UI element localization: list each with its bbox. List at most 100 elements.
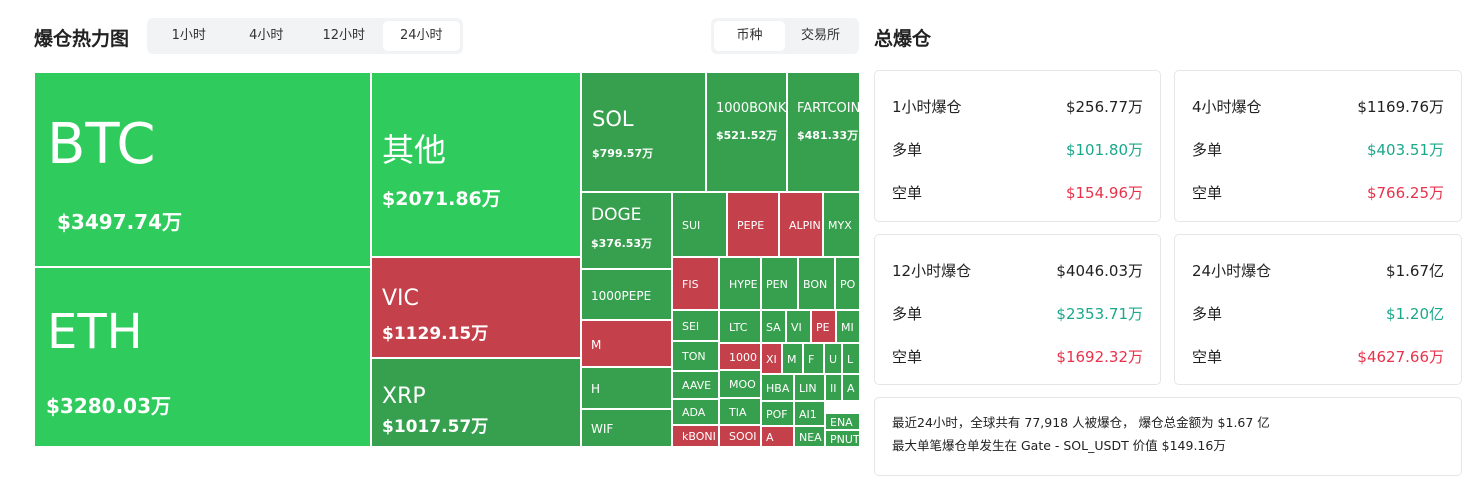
treemap-tile[interactable]: PEPE: [727, 192, 779, 257]
tile-label: FARTCOIN: [797, 101, 860, 116]
summary-row: 多单 $1.20亿: [1192, 303, 1444, 324]
treemap-tile[interactable]: TIA: [719, 398, 761, 425]
treemap-tile[interactable]: WIF: [581, 409, 672, 447]
treemap-tile[interactable]: MI: [836, 310, 860, 343]
treemap-tile[interactable]: XRP $1017.57万: [371, 358, 581, 447]
tile-value: $2071.86万: [382, 188, 501, 210]
treemap-tile[interactable]: HYPE: [719, 257, 761, 310]
tile-label: SA: [766, 320, 781, 334]
treemap-tile[interactable]: VI: [786, 310, 811, 343]
time-tab[interactable]: 12小时: [322, 28, 366, 43]
treemap-tile[interactable]: ETH $3280.03万: [34, 267, 371, 447]
tile-label: FIS: [682, 277, 699, 291]
treemap-tile[interactable]: 其他 $2071.86万: [371, 72, 581, 257]
row-value: $403.51万: [1366, 141, 1444, 159]
toggle-option[interactable]: 交易所: [800, 28, 840, 43]
treemap-tile[interactable]: F: [803, 343, 824, 374]
tile-label: BON: [803, 277, 828, 291]
treemap-tile[interactable]: PNUT: [825, 430, 860, 447]
treemap-tile[interactable]: ADA: [672, 399, 719, 425]
treemap-tile[interactable]: TON: [672, 341, 719, 371]
toggle-option[interactable]: 币种: [714, 21, 785, 51]
treemap-tile[interactable]: LIN: [794, 374, 825, 401]
row-label: 多单: [1192, 141, 1223, 159]
tile-label: ADA: [682, 406, 706, 419]
summary-row: 4小时爆仓 $1169.76万: [1192, 96, 1444, 117]
treemap-tile[interactable]: PE: [811, 310, 836, 343]
treemap-tile[interactable]: ALPIN: [779, 192, 823, 257]
tile-label: POF: [766, 407, 788, 421]
treemap-tile[interactable]: 1000PEPE: [581, 269, 672, 320]
treemap-tile[interactable]: L: [842, 343, 860, 374]
treemap-tile[interactable]: PEN: [761, 257, 798, 310]
row-label: 多单: [892, 305, 923, 323]
summary-card: 24小时爆仓 $1.67亿 多单 $1.20亿 空单 $4627.66万: [1174, 234, 1462, 385]
row-label: 空单: [1192, 184, 1223, 202]
treemap-tile[interactable]: FARTCOIN $481.33万: [787, 72, 860, 192]
tile-label: XRP: [382, 383, 426, 409]
summary-row: 多单 $101.80万: [892, 139, 1143, 160]
treemap-tile[interactable]: PO: [835, 257, 860, 310]
row-value: $101.80万: [1065, 141, 1143, 159]
time-tab[interactable]: 24小时: [382, 21, 460, 51]
treemap-tile[interactable]: SUI: [672, 192, 727, 257]
treemap-tile[interactable]: FIS: [672, 257, 719, 310]
summary-card: 1小时爆仓 $256.77万 多单 $101.80万 空单 $154.96万: [874, 70, 1161, 222]
tile-label: 1000: [729, 350, 757, 364]
treemap-tile[interactable]: A: [842, 374, 860, 401]
treemap-tile[interactable]: MYX: [823, 192, 860, 257]
treemap-tile[interactable]: U: [824, 343, 842, 374]
treemap-tile[interactable]: SOOI: [719, 425, 761, 447]
summary-note: 最近24小时，全球共有 77,918 人被爆仓， 爆仓总金额为 $1.67 亿最…: [874, 397, 1462, 476]
treemap-tile[interactable]: SA: [761, 310, 786, 343]
summary-row: 多单 $2353.71万: [892, 303, 1143, 324]
tile-label: SUI: [682, 218, 701, 232]
treemap-tile[interactable]: BON: [798, 257, 835, 310]
treemap-tile[interactable]: 1000BONK $521.52万: [706, 72, 787, 192]
treemap-tile[interactable]: MOO: [719, 370, 761, 398]
summary-card: 12小时爆仓 $4046.03万 多单 $2353.71万 空单 $1692.32万: [874, 234, 1161, 385]
tile-label: MI: [841, 320, 854, 334]
row-label: 多单: [1192, 305, 1223, 323]
group-toggle: 币种 交易所: [711, 18, 859, 54]
tile-label: AAVE: [682, 379, 712, 392]
treemap-tile[interactable]: SEI: [672, 310, 719, 341]
row-value: $1692.32万: [1056, 348, 1143, 366]
treemap-tile[interactable]: SOL $799.57万: [581, 72, 706, 192]
treemap-tile[interactable]: POF: [761, 401, 794, 426]
time-tab[interactable]: 1小时: [171, 28, 206, 43]
treemap-tile[interactable]: VIC $1129.15万: [371, 257, 581, 358]
treemap-tile[interactable]: H: [581, 367, 672, 409]
treemap-tile[interactable]: XI: [761, 343, 782, 374]
tile-label: VIC: [382, 286, 419, 312]
row-label: 多单: [892, 141, 923, 159]
tile-label: TIA: [729, 405, 747, 419]
treemap-tile[interactable]: NEA: [794, 426, 825, 447]
time-tabs: 1小时 4小时 12小时 24小时: [147, 18, 463, 54]
tile-value: $1129.15万: [382, 323, 489, 344]
treemap-tile[interactable]: kBONI: [672, 425, 719, 447]
tile-value: $376.53万: [591, 237, 653, 250]
tile-label: U: [829, 352, 838, 366]
tile-value: $521.52万: [716, 129, 778, 142]
tile-label: DOGE: [591, 205, 642, 225]
treemap-tile[interactable]: HBA: [761, 374, 794, 401]
tile-label: SOOI: [729, 430, 757, 443]
treemap-tile[interactable]: II: [825, 374, 842, 401]
treemap-tile[interactable]: 1000: [719, 343, 761, 370]
time-tab[interactable]: 4小时: [249, 28, 284, 43]
treemap-tile[interactable]: AI1: [794, 401, 825, 426]
row-label: 空单: [892, 348, 923, 366]
treemap-tile[interactable]: BTC $3497.74万: [34, 72, 371, 267]
treemap-tile[interactable]: LTC: [719, 310, 761, 343]
summary-row: 多单 $403.51万: [1192, 139, 1444, 160]
treemap-tile[interactable]: DOGE $376.53万: [581, 192, 672, 269]
treemap-tile[interactable]: AAVE: [672, 371, 719, 399]
treemap-tile[interactable]: M: [782, 343, 803, 374]
tile-label: H: [591, 382, 601, 396]
treemap-tile[interactable]: ENA: [825, 413, 860, 430]
treemap-tile[interactable]: A: [761, 426, 794, 447]
row-value: $766.25万: [1366, 184, 1444, 202]
treemap-tile[interactable]: M: [581, 320, 672, 367]
